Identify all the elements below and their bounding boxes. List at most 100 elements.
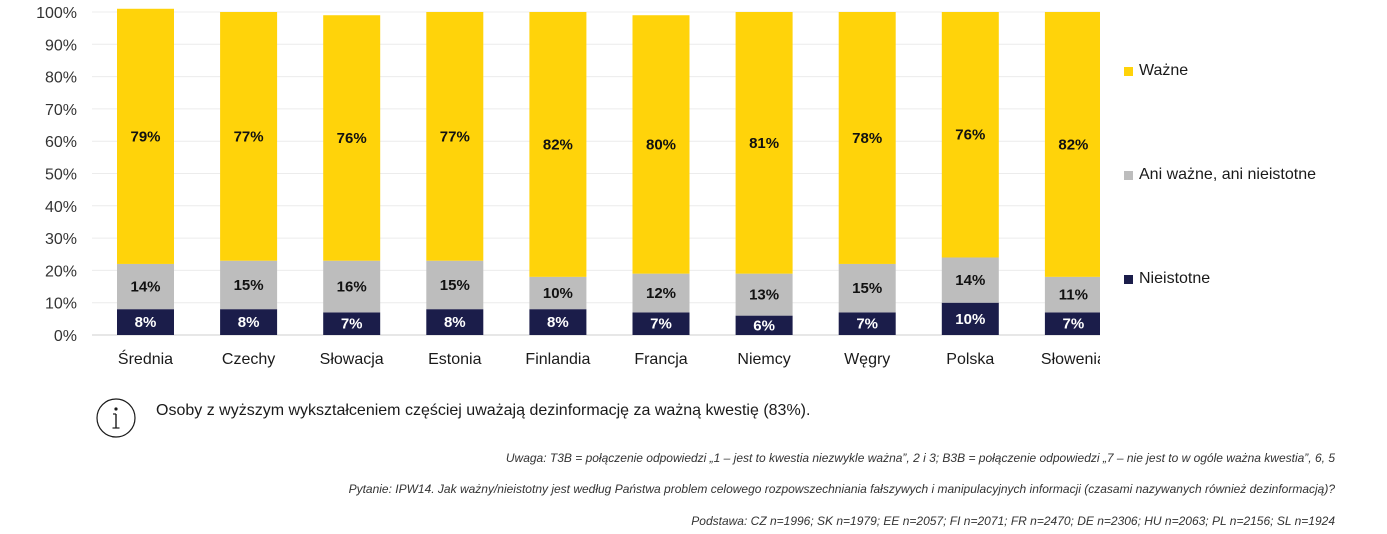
- bar-segment: [735, 315, 793, 335]
- value-label: 77%: [440, 128, 470, 145]
- value-label: 7%: [1063, 316, 1085, 333]
- bar-segment: [941, 257, 999, 303]
- x-category-label: Niemcy: [737, 351, 790, 368]
- value-label: 76%: [337, 130, 367, 147]
- value-labels: 8% 14% 79% 8% 15% 77% 7% 16% 76% 8% 15% 77% 8% 10% 82%…: [130, 127, 1088, 335]
- bar-segment: [220, 309, 278, 335]
- value-label: 79%: [130, 128, 160, 145]
- bar-segment: [323, 260, 381, 313]
- x-category-label: Estonia: [428, 351, 481, 368]
- value-label: 16%: [337, 279, 367, 296]
- y-axis-ticks: 0% 10% 20% 30% 40% 50% 60% 70% 80% 90% 100%: [36, 5, 77, 345]
- bar-segment: [1044, 312, 1100, 335]
- bar-segment: [220, 12, 278, 261]
- value-label: 15%: [852, 280, 882, 297]
- info-icon: [96, 398, 136, 438]
- bar-segment: [1044, 276, 1100, 313]
- bar-segment: [941, 12, 999, 258]
- value-label: 7%: [856, 316, 878, 333]
- y-tick-label: 10%: [45, 296, 77, 313]
- legend-item-wazne: Ważne: [1124, 62, 1188, 80]
- y-tick-label: 100%: [36, 5, 77, 22]
- bar-segment: [529, 12, 587, 277]
- x-category-label: Słowenia: [1041, 351, 1100, 368]
- bar-segment: [632, 312, 690, 335]
- value-label: 11%: [1059, 287, 1088, 304]
- info-callout: Osoby z wyższym wykształceniem częściej …: [96, 398, 810, 438]
- value-label: 76%: [955, 127, 985, 144]
- legend-swatch-nieistotne: [1124, 274, 1133, 284]
- x-category-label: Polska: [946, 351, 994, 368]
- y-tick-label: 0%: [54, 328, 77, 345]
- y-tick-label: 80%: [45, 70, 77, 87]
- y-tick-label: 60%: [45, 134, 77, 151]
- value-label: 10%: [955, 311, 985, 328]
- value-label: 13%: [749, 287, 779, 304]
- value-label: 12%: [646, 285, 676, 302]
- bar-segment: [735, 273, 793, 316]
- legend-label: Nieistotne: [1139, 270, 1211, 287]
- note-podstawa: Podstawa: CZ n=1996; SK n=1979; EE n=205…: [691, 514, 1335, 528]
- stacked-bar-chart: 0% 10% 20% 30% 40% 50% 60% 70% 80% 90% 100% 8% 14% 7…: [36, 5, 1100, 368]
- value-label: 81%: [749, 135, 779, 152]
- value-label: 10%: [543, 285, 573, 302]
- bar-segment: [529, 276, 587, 310]
- value-label: 8%: [444, 314, 466, 331]
- value-label: 7%: [341, 316, 363, 333]
- bar-segment: [426, 12, 484, 261]
- legend-label: Ani ważne, ani nieistotne: [1139, 166, 1316, 183]
- bar-segment: [632, 15, 690, 274]
- bar-segment: [426, 260, 484, 310]
- value-label: 7%: [650, 316, 672, 333]
- y-tick-label: 90%: [45, 37, 77, 54]
- y-tick-label: 40%: [45, 199, 77, 216]
- value-label: 8%: [238, 314, 260, 331]
- value-label: 8%: [547, 314, 569, 331]
- value-label: 8%: [135, 314, 157, 331]
- bar-segment: [426, 309, 484, 335]
- legend-item-ani: Ani ważne, ani nieistotne: [1124, 166, 1316, 184]
- bar-segment: [323, 15, 381, 261]
- bar-segment: [838, 12, 896, 264]
- legend-swatch-wazne: [1124, 66, 1133, 76]
- legend-swatch-ani: [1124, 170, 1133, 180]
- bar-segment: [529, 309, 587, 335]
- y-tick-label: 20%: [45, 263, 77, 280]
- x-category-label: Średnia: [118, 349, 173, 368]
- bar-segment: [838, 263, 896, 313]
- value-label: 15%: [440, 277, 470, 294]
- bar-segment: [117, 263, 174, 310]
- y-tick-label: 30%: [45, 231, 77, 248]
- value-label: 15%: [234, 277, 264, 294]
- bar-segment: [735, 12, 793, 274]
- bar-segment: [117, 8, 174, 264]
- bar-segment: [632, 273, 690, 313]
- value-label: 82%: [1058, 136, 1088, 153]
- x-category-label: Finlandia: [525, 351, 590, 368]
- bar-segment: [220, 260, 278, 310]
- bar-segment: [117, 309, 174, 335]
- x-category-label: Słowacja: [320, 351, 384, 368]
- note-uwaga: Uwaga: T3B = połączenie odpowiedzi „1 – …: [505, 451, 1335, 465]
- bar-segment: [838, 312, 896, 335]
- y-tick-label: 70%: [45, 102, 77, 119]
- info-text: Osoby z wyższym wykształceniem częściej …: [156, 402, 811, 419]
- value-label: 78%: [852, 130, 882, 147]
- bar-segment: [323, 312, 381, 335]
- value-label: 14%: [955, 272, 985, 289]
- value-label: 77%: [234, 128, 264, 145]
- legend-item-nieistotne: Nieistotne: [1124, 270, 1210, 288]
- x-axis-categories: Średnia Czechy Słowacja Estonia Finlandia Fra…: [118, 349, 1100, 368]
- bar-segment: [1044, 12, 1100, 277]
- value-label: 80%: [646, 136, 676, 153]
- x-category-label: Francja: [634, 351, 687, 368]
- value-label: 6%: [753, 317, 775, 334]
- value-label: 14%: [130, 279, 160, 296]
- note-pytanie: Pytanie: IPW14. Jak ważny/nieistotny jes…: [348, 482, 1335, 496]
- y-tick-label: 50%: [45, 167, 77, 184]
- bars: [117, 8, 1100, 335]
- value-label: 82%: [543, 136, 573, 153]
- x-category-label: Czechy: [222, 351, 275, 368]
- bar-segment: [941, 302, 999, 335]
- x-category-label: Węgry: [844, 351, 890, 368]
